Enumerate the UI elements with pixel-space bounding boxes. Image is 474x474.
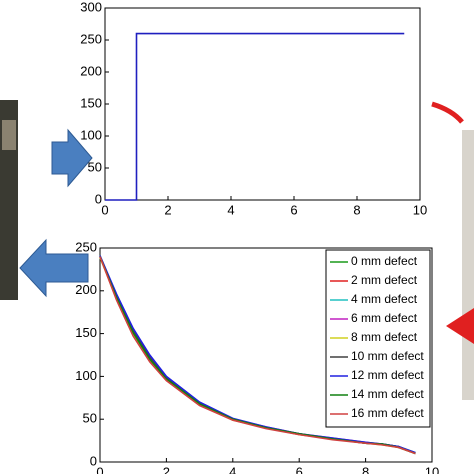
x-tick-label: 10 (425, 464, 439, 474)
plot (99, 255, 416, 455)
plot-area (104, 7, 421, 201)
legend-label: 8 mm defect (351, 330, 418, 344)
left-photo-detail (2, 120, 16, 150)
legend-label: 2 mm defect (351, 273, 418, 287)
y-tick-label: 200 (75, 282, 97, 297)
x-tick-label: 6 (296, 464, 303, 474)
legend-label: 6 mm defect (351, 311, 418, 325)
x-tick-label: 2 (164, 202, 171, 217)
x-tick-label: 4 (229, 464, 236, 474)
y-tick-label: 200 (80, 63, 102, 78)
y-tick-label: 150 (75, 325, 97, 340)
y-tick-label: 150 (80, 95, 102, 110)
x-tick-label: 2 (163, 464, 170, 474)
x-tick-label: 8 (362, 464, 369, 474)
arrow-right (51, 128, 93, 188)
red-arrow (446, 308, 474, 344)
y-tick-label: 100 (75, 368, 97, 383)
x-tick-label: 0 (96, 464, 103, 474)
y-tick-label: 250 (80, 31, 102, 46)
arrow-left (19, 238, 89, 298)
red-arc (431, 101, 464, 124)
x-tick-label: 4 (227, 202, 234, 217)
legend-label: 4 mm defect (351, 292, 418, 306)
legend-label: 12 mm defect (351, 368, 424, 382)
legend-label: 14 mm defect (351, 387, 424, 401)
y-tick-label: 300 (80, 0, 102, 14)
plot (105, 32, 405, 201)
series-line (105, 32, 405, 201)
x-tick-label: 8 (353, 202, 360, 217)
x-tick-label: 10 (413, 202, 427, 217)
x-tick-label: 0 (101, 202, 108, 217)
y-tick-label: 50 (83, 411, 97, 426)
y-tick-label: 50 (88, 159, 102, 174)
right-photo (462, 130, 474, 400)
legend-label: 0 mm defect (351, 254, 418, 268)
series-line (99, 256, 416, 455)
y-tick-label: 250 (75, 239, 97, 254)
y-tick-label: 0 (90, 453, 97, 468)
legend: 0 mm defect 2 mm defect 4 mm defect 6 mm de… (325, 249, 431, 428)
legend-label: 10 mm defect (351, 349, 424, 363)
legend-label: 16 mm defect (351, 406, 424, 420)
x-tick-label: 6 (290, 202, 297, 217)
y-tick-label: 0 (95, 191, 102, 206)
y-tick-label: 100 (80, 127, 102, 142)
